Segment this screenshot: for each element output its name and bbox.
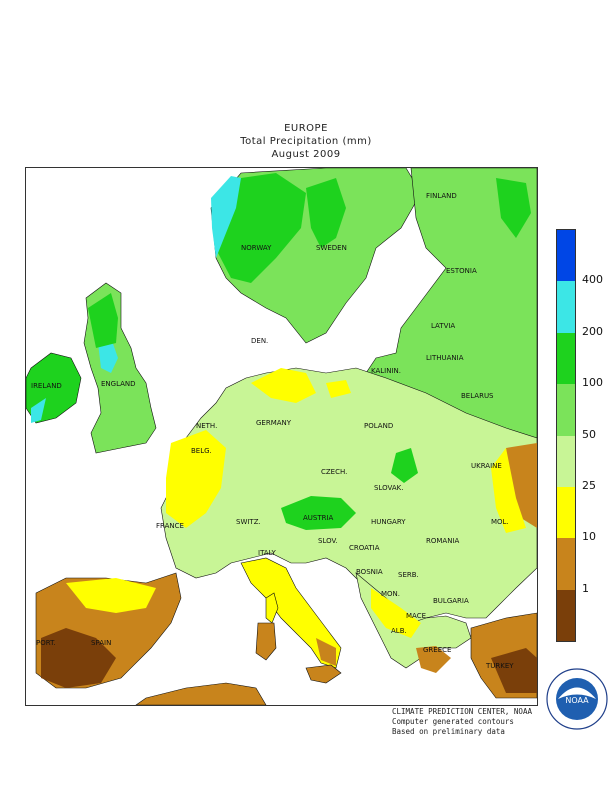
label-bosnia: BOSNIA [356, 568, 383, 576]
label-estonia: ESTONIA [446, 267, 477, 275]
noaa-logo: NOAA [546, 668, 608, 730]
contour-italy-10 [316, 638, 336, 666]
label-norway: NORWAY [241, 244, 272, 252]
contour-sweden-100 [306, 178, 346, 248]
sardinia-land [255, 622, 277, 661]
legend-swatch [557, 332, 575, 385]
country-labels: FINLAND NORWAY SWEDEN ESTONIA LATVIA DEN… [31, 192, 514, 670]
label-france: FRANCE [156, 522, 184, 530]
legend-label: 400 [582, 273, 603, 287]
map-credits: CLIMATE PREDICTION CENTER, NOAA Computer… [392, 707, 532, 737]
legend-label: 100 [582, 376, 603, 390]
legend-swatch [557, 281, 575, 333]
title-variable: Total Precipitation (mm) [240, 136, 372, 147]
label-lithuania: LITHUANIA [426, 354, 464, 362]
contour-iberia-1 [41, 628, 116, 688]
label-turkey: TURKEY [485, 662, 514, 670]
label-switz: SWITZ. [236, 518, 261, 526]
precipitation-map: FINLAND NORWAY SWEDEN ESTONIA LATVIA DEN… [25, 167, 538, 706]
contour-ireland-200 [31, 398, 46, 423]
title-period: August 2009 [271, 149, 341, 160]
label-mace: MACE. [406, 612, 428, 620]
precipitation-legend [556, 229, 576, 642]
label-italy: ITALY [258, 549, 277, 557]
legend-label: 25 [582, 478, 596, 492]
label-czech: CZECH. [321, 468, 347, 476]
label-port: PORT. [36, 639, 56, 647]
label-greece: GREECE [423, 646, 451, 654]
label-hungary: HUNGARY [371, 518, 406, 526]
label-sweden: SWEDEN [316, 244, 347, 252]
contour-ukraine-10 [506, 443, 537, 528]
contour-iberia-25 [66, 578, 156, 613]
label-england: ENGLAND [101, 380, 136, 388]
legend-swatch [557, 384, 575, 436]
contour-norway-200 [211, 176, 241, 258]
label-poland: POLAND [364, 422, 393, 430]
contour-france-25 [166, 430, 226, 528]
credit-line-1: CLIMATE PREDICTION CENTER, NOAA [392, 707, 532, 716]
sicily-land [305, 664, 342, 684]
title-region: EUROPE [284, 123, 328, 134]
label-romania: ROMANIA [426, 537, 460, 545]
label-slovak: SLOVAK. [374, 484, 403, 492]
legend-swatch [557, 486, 575, 539]
label-mon: MON. [381, 590, 400, 598]
corsica-land [265, 592, 279, 624]
label-ukraine: UKRAINE [471, 462, 502, 470]
legend-label: 200 [582, 324, 603, 338]
legend-swatch [557, 230, 575, 282]
contour-norway-100 [218, 173, 306, 283]
label-alb: ALB. [391, 627, 407, 635]
label-den: DEN. [251, 337, 268, 345]
contour-poland-25 [326, 380, 351, 398]
label-serb: SERB. [398, 571, 419, 579]
contour-turkey-1 [491, 648, 537, 693]
label-belarus: BELARUS [461, 392, 494, 400]
label-bulgaria: BULGARIA [433, 597, 469, 605]
label-austria: AUSTRIA [303, 514, 334, 522]
noaa-logo-text: NOAA [565, 696, 589, 705]
contour-austria-100 [281, 496, 356, 530]
legend-label: 1 [582, 581, 589, 595]
label-belg: BELG. [191, 447, 212, 455]
contour-slovak-100 [391, 448, 418, 483]
legend-label: 50 [582, 427, 596, 441]
contour-greece-10 [416, 646, 451, 673]
contour-germany-25 [251, 368, 316, 403]
label-neth: NETH. [196, 422, 217, 430]
north-africa-land [135, 682, 267, 705]
credit-line-3: Based on preliminary data [392, 727, 505, 736]
legend-label: 10 [582, 530, 596, 544]
label-spain: SPAIN [91, 639, 111, 647]
legend-swatch [557, 589, 575, 641]
label-finland: FINLAND [426, 192, 457, 200]
balkans-land [355, 572, 472, 669]
label-ireland: IRELAND [31, 382, 62, 390]
label-kalinin: KALININ. [371, 367, 401, 375]
contour-ukraine-25 [491, 448, 526, 533]
map-title-block: EUROPE Total Precipitation (mm) August 2… [0, 122, 612, 161]
map-svg: FINLAND NORWAY SWEDEN ESTONIA LATVIA DEN… [26, 168, 537, 705]
label-germany: GERMANY [256, 419, 292, 427]
label-slov: SLOV. [318, 537, 338, 545]
label-latvia: LATVIA [431, 322, 455, 330]
contour-balkans-25 [371, 588, 421, 638]
label-croatia: CROATIA [349, 544, 380, 552]
credit-line-2: Computer generated contours [392, 717, 514, 726]
contour-scotland-200 [98, 338, 118, 373]
legend-swatch [557, 435, 575, 487]
precip-contours [31, 173, 537, 693]
label-mol: MOL. [491, 518, 509, 526]
legend-swatch [557, 538, 575, 590]
contour-finland-100 [496, 178, 531, 238]
contour-scotland-100 [88, 293, 118, 348]
land-base [26, 168, 537, 705]
